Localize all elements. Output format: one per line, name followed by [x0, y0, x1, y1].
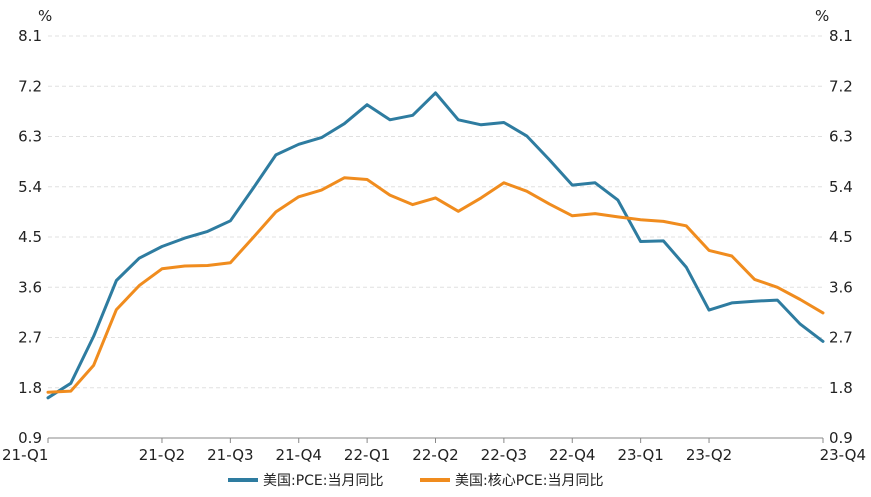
- x-tick-label: 21-Q1: [2, 446, 48, 464]
- series-line-0: [46, 91, 825, 400]
- legend-label-1: 美国:核心PCE:当月同比: [455, 473, 604, 489]
- y-tick-label-right: 4.5: [829, 228, 853, 246]
- x-tick-label: 23-Q1: [617, 446, 663, 464]
- x-tick-label: 21-Q4: [276, 446, 322, 464]
- y-tick-label-left: 5.4: [18, 178, 42, 196]
- y-tick-label-left: 1.8: [18, 379, 42, 397]
- y-tick-label-right: 2.7: [829, 329, 853, 347]
- x-tick-label: 22-Q2: [412, 446, 458, 464]
- y-tick-label-left: 0.9: [18, 429, 42, 447]
- x-tick-label: 23-Q4: [820, 446, 866, 464]
- y-tick-label-left: 8.1: [18, 27, 42, 45]
- legend-label-0: 美国:PCE:当月同比: [263, 473, 384, 489]
- y-tick-label-left: 3.6: [18, 278, 42, 296]
- left-axis-unit: %: [38, 7, 52, 25]
- series-lines: [46, 91, 825, 400]
- y-tick-label-left: 2.7: [18, 329, 42, 347]
- y-tick-label-right: 1.8: [829, 379, 853, 397]
- y-tick-label-right: 7.2: [829, 77, 853, 95]
- series-line-1: [46, 176, 825, 394]
- grid-lines: [48, 35, 823, 389]
- x-tick-label: 22-Q1: [344, 446, 390, 464]
- y-tick-label-right: 0.9: [829, 429, 853, 447]
- x-tick-label: 22-Q3: [481, 446, 527, 464]
- x-tick-label: 21-Q2: [139, 446, 185, 464]
- left-y-tick-labels: 8.1 7.2 6.3 5.4 4.5 3.6 2.7 1.8 0.9: [18, 27, 42, 447]
- y-tick-label-right: 8.1: [829, 27, 853, 45]
- x-tick-label: 22-Q4: [549, 446, 595, 464]
- legend: 美国:PCE:当月同比 美国:核心PCE:当月同比: [228, 473, 604, 489]
- y-tick-label-left: 6.3: [18, 128, 42, 146]
- x-tick-labels: 21-Q1 21-Q2 21-Q3 21-Q4 22-Q1 22-Q2 22-Q3 22-Q4…: [2, 438, 866, 464]
- y-tick-label-right: 3.6: [829, 278, 853, 296]
- y-tick-label-right: 6.3: [829, 128, 853, 146]
- right-axis-unit: %: [815, 7, 829, 25]
- x-tick-label: 21-Q3: [207, 446, 253, 464]
- y-tick-label-right: 5.4: [829, 178, 853, 196]
- x-tick-label: 23-Q2: [686, 446, 732, 464]
- right-y-tick-labels: 8.1 7.2 6.3 5.4 4.5 3.6 2.7 1.8 0.9: [829, 27, 853, 447]
- y-tick-label-left: 7.2: [18, 77, 42, 95]
- y-tick-label-left: 4.5: [18, 228, 42, 246]
